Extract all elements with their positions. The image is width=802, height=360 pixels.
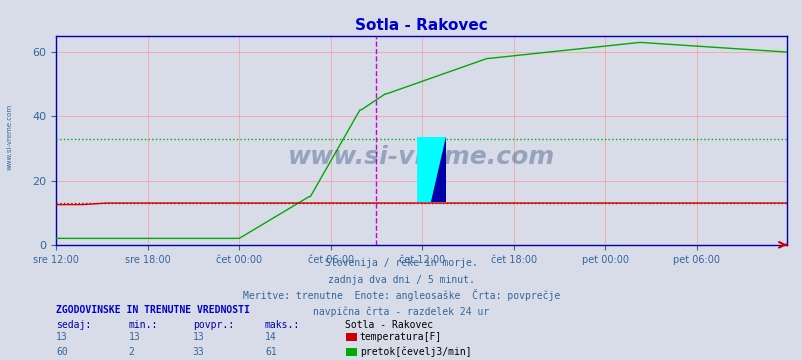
Text: www.si-vreme.com: www.si-vreme.com (6, 104, 13, 170)
Text: pretok[čevelj3/min]: pretok[čevelj3/min] (359, 346, 471, 357)
Polygon shape (431, 137, 446, 202)
Text: temperatura[F]: temperatura[F] (359, 332, 441, 342)
Text: 14: 14 (265, 332, 277, 342)
Text: 13: 13 (128, 332, 140, 342)
Text: 2: 2 (128, 347, 134, 357)
Polygon shape (431, 137, 446, 202)
Text: www.si-vreme.com: www.si-vreme.com (288, 145, 554, 169)
Text: 13: 13 (56, 332, 68, 342)
Text: navpična črta - razdelek 24 ur: navpična črta - razdelek 24 ur (313, 306, 489, 317)
Text: maks.:: maks.: (265, 320, 300, 330)
Text: min.:: min.: (128, 320, 158, 330)
Text: 60: 60 (56, 347, 68, 357)
Title: Sotla - Rakovec: Sotla - Rakovec (354, 18, 488, 33)
Text: 33: 33 (192, 347, 205, 357)
Text: Slovenija / reke in morje.: Slovenija / reke in morje. (325, 258, 477, 269)
Text: zadnja dva dni / 5 minut.: zadnja dva dni / 5 minut. (328, 275, 474, 285)
Text: povpr.:: povpr.: (192, 320, 233, 330)
Text: sedaj:: sedaj: (56, 320, 91, 330)
Text: Sotla - Rakovec: Sotla - Rakovec (345, 320, 433, 330)
Text: 61: 61 (265, 347, 277, 357)
Text: Meritve: trenutne  Enote: angleosaške  Črta: povprečje: Meritve: trenutne Enote: angleosaške Črt… (242, 289, 560, 301)
Text: ZGODOVINSKE IN TRENUTNE VREDNOSTI: ZGODOVINSKE IN TRENUTNE VREDNOSTI (56, 305, 249, 315)
Text: 13: 13 (192, 332, 205, 342)
